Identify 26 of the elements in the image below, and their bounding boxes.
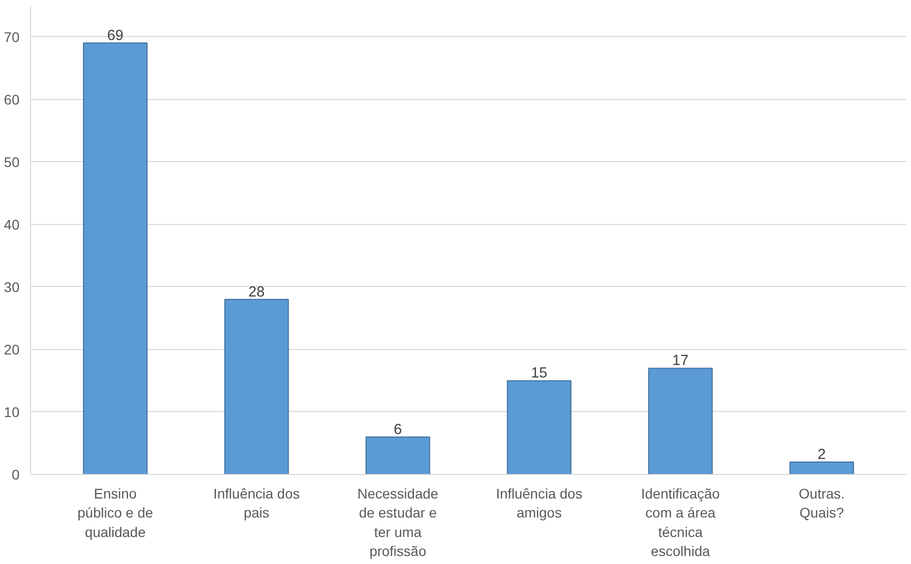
x-tick-label: Influência dos amigos [496, 486, 582, 521]
bar [82, 42, 148, 474]
data-label: 17 [672, 353, 689, 370]
x-tick-label: Identificação com a área técnica escolhida [641, 486, 720, 560]
x-tick-label: Ensino público e de qualidade [78, 486, 154, 540]
data-label: 2 [818, 446, 826, 463]
y-tick-label: 70 [4, 28, 20, 45]
x-tick-label: Influência dos pais [213, 486, 300, 521]
y-tick-label: 0 [12, 466, 20, 482]
data-label: 15 [530, 366, 548, 382]
y-tick-label: 10 [4, 404, 20, 420]
y-tick-label: 30 [4, 278, 20, 295]
y-tick-label: 50 [4, 154, 20, 170]
y-tick-label: 60 [4, 91, 20, 108]
bar [366, 436, 430, 474]
bar [506, 380, 572, 474]
bar [648, 368, 713, 474]
bar [789, 461, 854, 474]
bar [224, 298, 289, 474]
y-tick-label: 20 [4, 341, 20, 358]
data-label: 69 [107, 28, 124, 44]
x-tick-label: Necessidade de estudar e ter uma profissão [357, 486, 439, 560]
data-label: 28 [248, 284, 265, 300]
data-label: 6 [394, 422, 402, 438]
x-tick-label: Outras. Quais? [798, 486, 845, 521]
y-tick-label: 40 [4, 216, 20, 232]
